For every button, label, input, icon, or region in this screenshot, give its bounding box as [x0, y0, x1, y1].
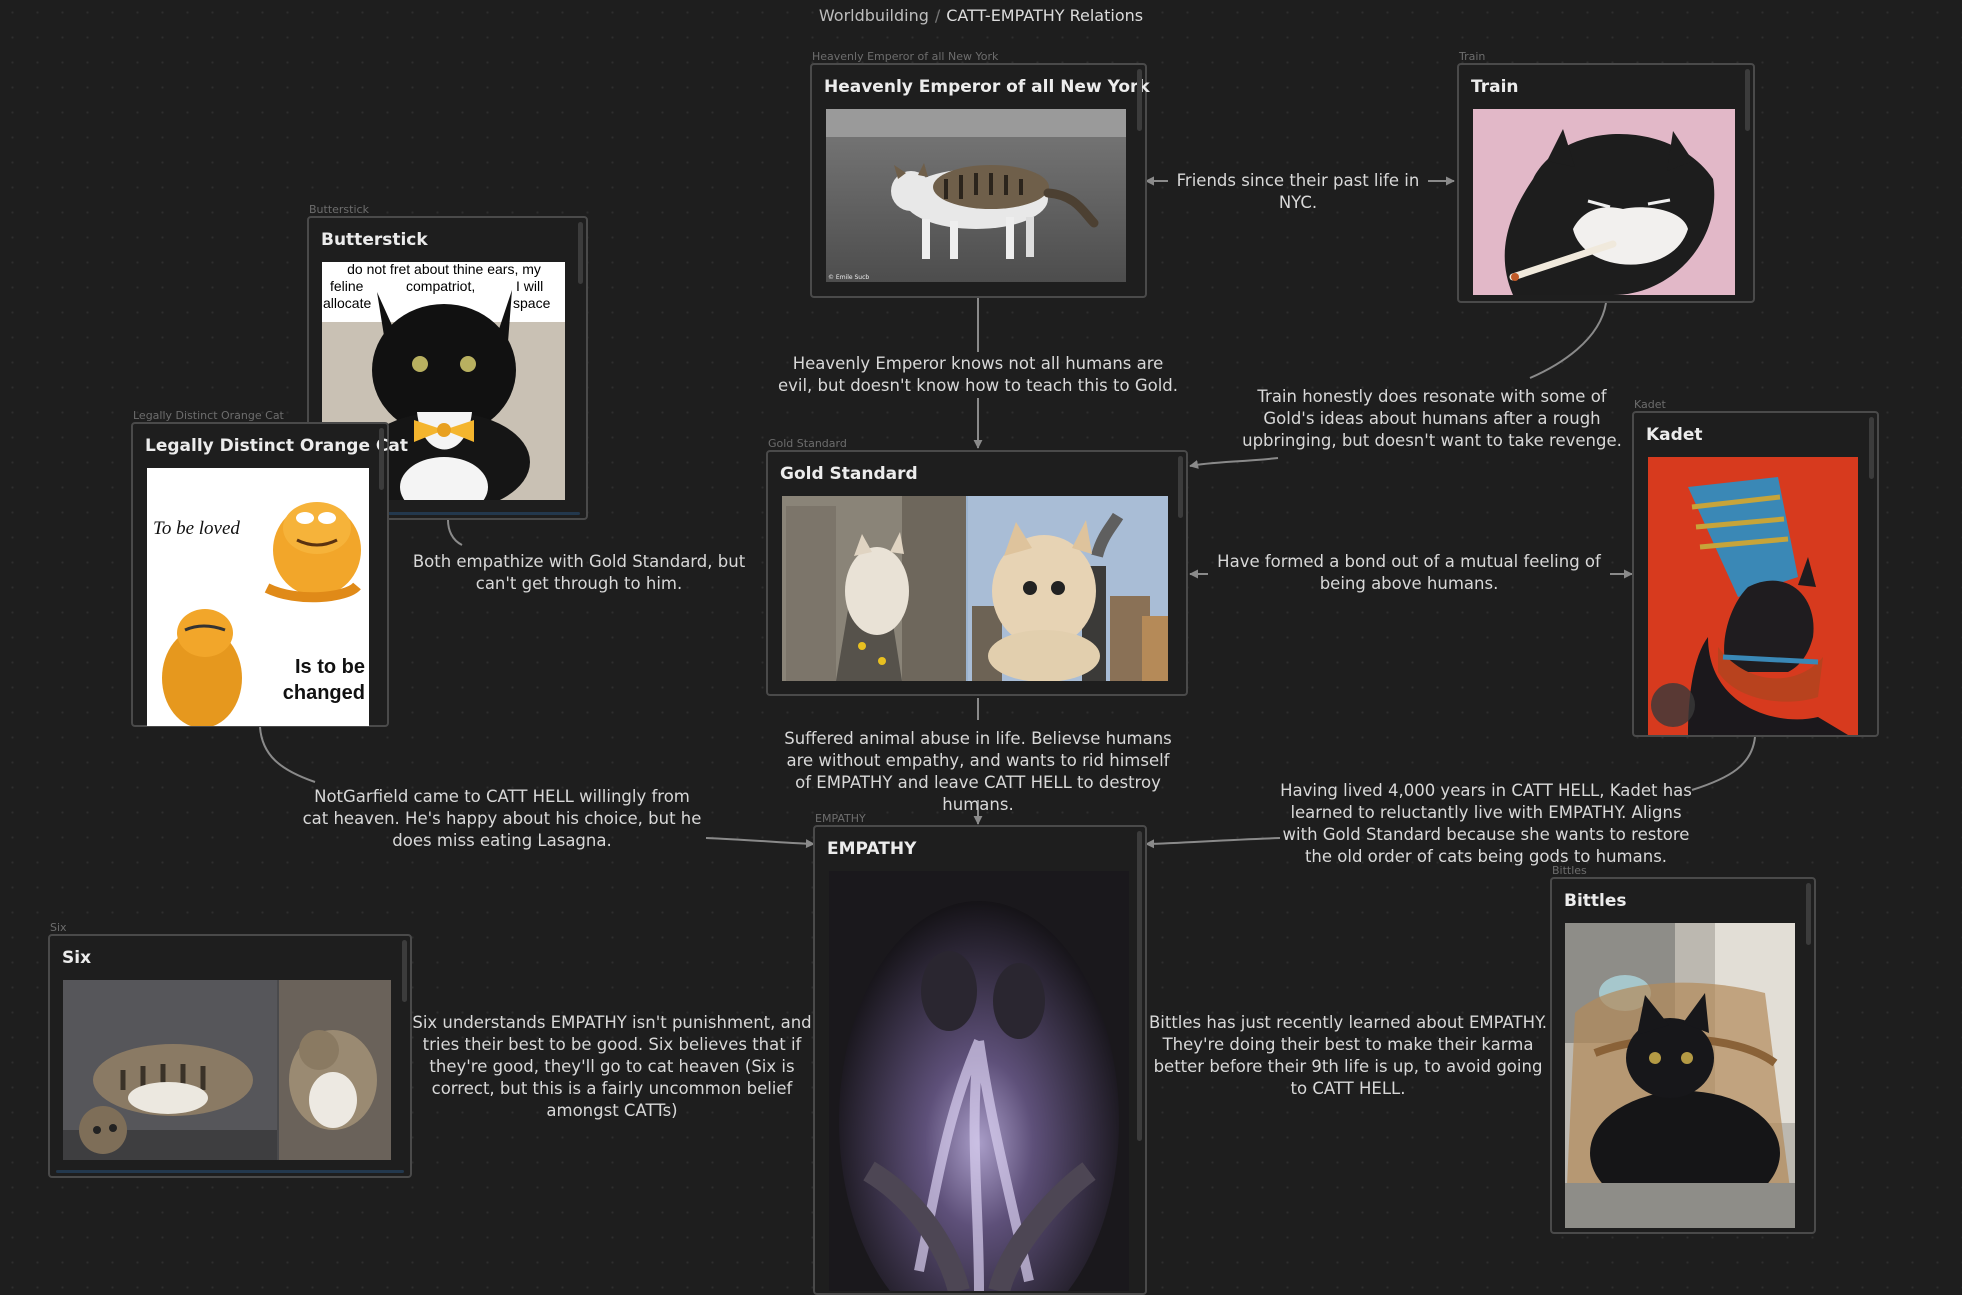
node-train[interactable]: Train Train [1457, 50, 1755, 303]
node-title: Train [1471, 77, 1519, 97]
node-kadet[interactable]: Kadet Kadet [1632, 398, 1879, 737]
edge-label-gold-kadet[interactable]: Have formed a bond out of a mutual feeli… [1217, 552, 1601, 593]
meme-text-line5: allocate [323, 295, 372, 311]
node-bittles[interactable]: Bittles Bittles [1550, 864, 1816, 1234]
edge-label-butterstick-gold[interactable]: Both empathize with Gold Standard, but c… [412, 552, 746, 593]
edge-butterstick-gold[interactable] [447, 519, 463, 546]
scrollbar[interactable] [1137, 831, 1142, 1141]
edge-orange-empathy-bottom[interactable] [705, 837, 815, 849]
meme-caption-bottom: Is to be changed [282, 656, 365, 704]
node-gold-standard[interactable]: Gold Standard Gold Standard [766, 437, 1188, 696]
scrollbar[interactable] [1745, 69, 1750, 131]
meme-text-line3: compatriot, [406, 278, 476, 294]
node-title: Kadet [1646, 425, 1703, 445]
edge-train-gold-bottom[interactable] [1189, 457, 1279, 469]
edge-train-gold-top[interactable] [1529, 302, 1607, 379]
node-label: Bittles [1552, 864, 1587, 877]
cat-image: To be loved Is to be changed [147, 468, 369, 726]
edge-label-kadet-empathy[interactable]: Having lived 4,000 years in CATT HELL, K… [1280, 781, 1692, 866]
edge-label-six-empathy[interactable]: Six understands EMPATHY isn't punishment… [412, 1013, 812, 1120]
node-label: EMPATHY [815, 812, 866, 825]
meme-text-line4: I will [516, 278, 544, 294]
node-legally-distinct-orange-cat[interactable]: Legally Distinct Orange Cat Legally Dist… [131, 409, 408, 727]
meme-text-line1: do not fret about thine ears, my [347, 262, 541, 277]
edge-kadet-empathy-bottom[interactable] [1145, 837, 1281, 849]
node-label: Butterstick [309, 203, 369, 216]
scrollbar[interactable] [1806, 883, 1811, 945]
cat-image: do not fret about thine ears, my feline … [322, 262, 565, 500]
edge-label-gold-empathy[interactable]: Suffered animal abuse in life. Believse … [784, 729, 1172, 814]
cat-image [1473, 109, 1735, 295]
node-label: Six [50, 921, 67, 934]
meme-text-line2: feline [330, 278, 364, 294]
edge-label-orange-empathy[interactable]: NotGarfield came to CATT HELL willingly … [302, 787, 702, 850]
scrollbar[interactable] [1869, 417, 1874, 479]
breadcrumb-parent[interactable]: Worldbuilding [818, 6, 929, 25]
edge-label-bittles-empathy[interactable]: Bittles has just recently learned about … [1148, 1013, 1548, 1098]
node-label: Kadet [1634, 398, 1666, 411]
node-label: Legally Distinct Orange Cat [133, 409, 284, 422]
node-six[interactable]: Six Six [48, 921, 412, 1178]
node-title: Six [62, 948, 92, 968]
cat-image [782, 496, 1168, 681]
empathy-image [829, 871, 1129, 1291]
meme-caption-top: To be loved [153, 518, 240, 539]
scrollbar[interactable] [578, 222, 583, 284]
node-title: Legally Distinct Orange Cat [145, 436, 408, 456]
node-title: Heavenly Emperor of all New York [824, 77, 1150, 97]
meme-text-line6: space [513, 295, 551, 311]
node-label: Gold Standard [768, 437, 847, 450]
node-label: Heavenly Emperor of all New York [812, 50, 999, 63]
edge-orange-empathy-top[interactable] [259, 726, 316, 783]
edge-label-train-gold[interactable]: Train honestly does resonate with some o… [1242, 387, 1622, 450]
edge-label-emperor-train[interactable]: Friends since their past life in NYC. [1176, 171, 1420, 212]
cat-image [63, 980, 391, 1160]
cat-image: © Emile Sucb [826, 109, 1126, 282]
node-heavenly-emperor[interactable]: Heavenly Emperor of all New York Heavenl… [810, 50, 1150, 298]
node-label: Train [1459, 50, 1486, 63]
scrollbar[interactable] [1178, 456, 1183, 518]
scrollbar[interactable] [379, 428, 384, 490]
cat-image [1648, 457, 1858, 735]
scrollbar[interactable] [1137, 69, 1142, 131]
edge-label-emperor-gold[interactable]: Heavenly Emperor knows not all humans ar… [777, 354, 1179, 395]
breadcrumb: Worldbuilding / CATT-EMPATHY Relations [0, 6, 1962, 25]
cat-image [1565, 923, 1795, 1228]
breadcrumb-separator: / [934, 6, 941, 25]
scrollbar-horizontal[interactable] [56, 1170, 404, 1173]
scrollbar[interactable] [402, 940, 407, 1002]
node-title: EMPATHY [827, 839, 917, 859]
scrollbar-horizontal[interactable] [315, 512, 580, 515]
edge-kadet-empathy-top[interactable] [1691, 736, 1756, 791]
node-title: Butterstick [321, 230, 428, 250]
node-title: Bittles [1564, 891, 1627, 911]
breadcrumb-current[interactable]: CATT-EMPATHY Relations [946, 6, 1144, 25]
photo-credit: © Emile Sucb [828, 274, 870, 281]
node-title: Gold Standard [780, 464, 918, 484]
node-empathy[interactable]: EMPATHY EMPATHY [813, 812, 1147, 1295]
